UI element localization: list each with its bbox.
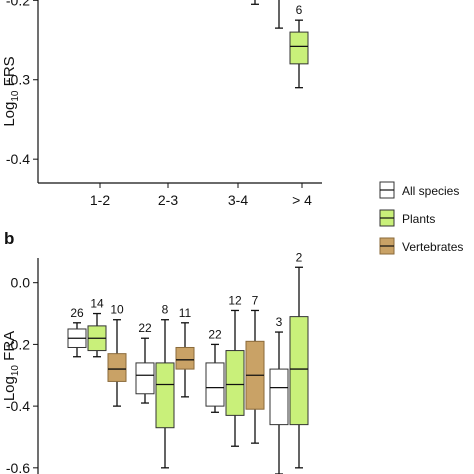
count-label: 14 [90,297,104,311]
box-vertebrates-2 [251,0,259,5]
y-tick-label: 0.0 [11,275,31,291]
legend-label: Plants [402,212,435,226]
legend-label: Vertebrates [402,240,463,254]
count-label: 2 [296,250,303,264]
box-body [155,362,175,429]
y-tick-label: -0.3 [6,72,30,88]
y-tick-label: -0.4 [6,398,30,414]
count-label: 3 [276,315,283,329]
y-tick-label: -0.2 [6,336,30,352]
legend-item-plants: Plants [379,209,435,227]
x-tick-label: > 4 [292,192,312,208]
box-body [205,362,225,407]
y-axis-title: Log10 FRA [1,331,21,401]
count-label: 22 [208,327,222,341]
legend-item-vertebrates: Vertebrates [379,237,463,255]
box-body [289,316,309,426]
box-all_species-1: 22 [135,321,155,404]
legend-item-all_species: All species [379,181,459,199]
y-tick-label: -0.2 [6,0,30,8]
count-label: 6 [296,3,303,17]
box-vertebrates-2: 7 [245,293,265,444]
count-label: 8 [162,303,169,317]
box-body [225,350,245,416]
panel-label: b [4,229,14,248]
box-plants-2: 12 [225,293,245,447]
y-tick-label: -0.4 [6,151,30,167]
panel-fra: 0.0 -0.2 -0.4 -0.6 Log10 FRA b 26 22 22 3 14 8 12 2 10… [1,229,309,474]
box-all_species-2: 22 [205,327,225,413]
box-body [175,346,195,370]
legend: All species Plants Vertebrates [379,181,463,255]
x-tick-label: 3-4 [228,192,248,208]
count-label: 12 [228,293,242,307]
box-body [289,31,309,65]
box-plants-0: 14 [87,297,107,358]
y-tick-label: -0.6 [6,460,30,474]
count-label: 22 [138,321,152,335]
count-label: 11 [179,306,192,320]
x-tick-label: 1-2 [90,192,110,208]
y-axis-title: Log10 FRS [1,56,21,126]
box-plants-3: 6 [289,3,309,89]
box-body [269,368,289,426]
box-plants-1: 8 [155,303,175,469]
box-vertebrates-0: 10 [107,303,127,407]
box-all_species-0: 26 [67,306,87,358]
box-body [135,362,155,395]
box-all_species-3: 12 [275,0,283,29]
box-plants-3: 2 [289,250,309,469]
count-label: 10 [110,303,124,317]
x-tick-label: 2-3 [158,192,178,208]
count-label: 7 [252,293,259,307]
box-body [107,353,127,382]
box-vertebrates-1: 11 [175,306,195,398]
legend-label: All species [402,184,459,198]
count-label: 26 [70,306,84,320]
box-all_species-3: 3 [269,315,289,474]
